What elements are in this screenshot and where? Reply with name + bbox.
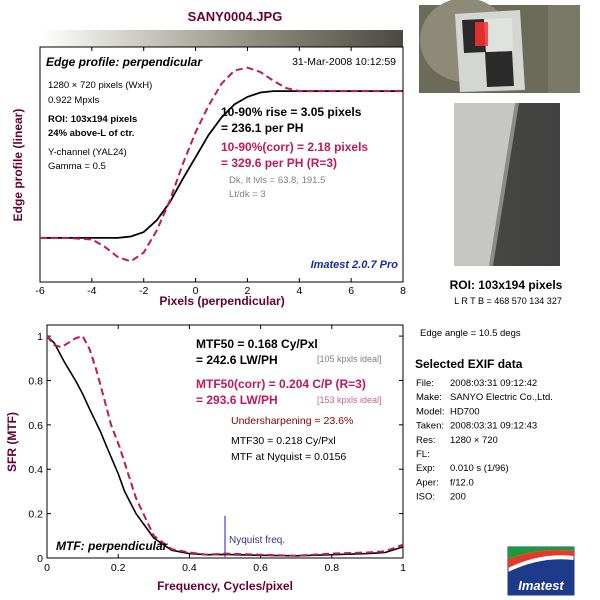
exif-value: f/12.0 bbox=[450, 477, 474, 488]
edge-x-tick-label: 4 bbox=[296, 285, 302, 297]
mtf-y-tick-label: 0.6 bbox=[28, 420, 43, 432]
scene-thumbnail bbox=[419, 0, 580, 93]
exif-key: Make: bbox=[416, 392, 442, 403]
mtf-chart: 0 0.2 0.4 0.6 0.8 1 0 0.2 0.4 0.6 0.8 1 MTF50 = 0.1… bbox=[5, 324, 406, 593]
edge-x-tick-label: 0 bbox=[193, 285, 199, 297]
edge-x-tick-label: -2 bbox=[139, 285, 148, 297]
edge-x-tick-label: 6 bbox=[348, 285, 354, 297]
exif-value: 1280 × 720 bbox=[450, 435, 498, 446]
levels-line: Dk, lt lvls = 63.8, 191.5 bbox=[229, 175, 325, 186]
mtf-x-label: Frequency, Cycles/pixel bbox=[157, 579, 293, 593]
edge-x-tick-label: 8 bbox=[400, 285, 406, 297]
logo-text: Imatest bbox=[518, 578, 564, 593]
mtf-y-tick-label: 0.8 bbox=[28, 375, 43, 387]
exif-key: File: bbox=[416, 378, 434, 389]
corr-line: = 329.6 per PH (R=3) bbox=[221, 156, 337, 170]
mtf-series-corrected bbox=[46, 334, 404, 557]
info-line: 1280 × 720 pixels (WxH) bbox=[48, 80, 152, 91]
mtf-x-tick-label: 1 bbox=[400, 562, 406, 574]
imatest-logo: Imatest bbox=[507, 546, 575, 596]
exif-key: Aper: bbox=[416, 477, 439, 488]
mtf-x-tick-label: 0.4 bbox=[182, 562, 197, 574]
exif-key: Model: bbox=[416, 406, 445, 417]
nyquist-label: Nyquist freq. bbox=[229, 535, 285, 546]
channel-line: Gamma = 0.5 bbox=[48, 161, 106, 172]
levels-line: Lt/dk = 3 bbox=[229, 189, 266, 200]
channel-line: Y-channel (YAL24) bbox=[48, 147, 127, 158]
exif-table: File: 2008:03:31 09:12:42 Make: SANYO Elect… bbox=[416, 378, 553, 503]
mtf50-line: MTF50 = 0.168 Cy/Pxl bbox=[196, 337, 318, 351]
mtf-y-tick-label: 1 bbox=[37, 331, 43, 343]
mtf-y-tick-label: 0 bbox=[37, 553, 43, 565]
mtf50corr-line: = 293.6 LW/PH bbox=[196, 393, 278, 407]
edge-x-label: Pixels (perpendicular) bbox=[159, 294, 284, 308]
mtf-x-tick-label: 0.6 bbox=[253, 562, 268, 574]
edge-panel-title: Edge profile: perpendicular bbox=[46, 55, 203, 69]
exif-value: 0.010 s (1/96) bbox=[450, 463, 509, 474]
file-name: SANY0004.JPG bbox=[188, 9, 283, 24]
roi-line: ROI: 103x194 pixels bbox=[48, 114, 137, 125]
roi-caption: ROI: 103x194 pixels bbox=[450, 278, 563, 292]
exif-key: Taken: bbox=[416, 421, 444, 432]
corr-line: 10-90%(corr) = 2.18 pixels bbox=[221, 140, 368, 154]
undersharpening: Undersharpening = 23.6% bbox=[231, 415, 353, 427]
roi-image bbox=[454, 103, 560, 266]
mtf-y-tick-label: 0.2 bbox=[28, 509, 43, 521]
edge-date: 31-Mar-2008 10:12:59 bbox=[292, 56, 396, 68]
mtf50-line: = 242.6 LW/PH bbox=[196, 353, 278, 367]
rise-line: = 236.1 per PH bbox=[221, 121, 303, 135]
exif-key: FL: bbox=[416, 449, 430, 460]
exif-key: Exp: bbox=[416, 463, 435, 474]
roi-coords: L R T B = 468 570 134 327 bbox=[454, 296, 562, 306]
edge-series-measured bbox=[40, 90, 403, 239]
mtf50-ideal: [105 kpxls ideal] bbox=[317, 354, 382, 364]
mtf-y-label: SFR (MTF) bbox=[5, 412, 19, 472]
exif-value: 2008:03:31 09:12:43 bbox=[450, 421, 537, 432]
edge-profile-chart: -6 -4 -2 0 2 4 6 8 Edge profile: perpendicular … bbox=[11, 46, 406, 308]
edge-x-tick-label: 2 bbox=[245, 285, 251, 297]
mtf-y-tick-label: 0.4 bbox=[28, 464, 43, 476]
exif-key: Res: bbox=[416, 435, 436, 446]
edge-y-label: Edge profile (linear) bbox=[11, 109, 25, 222]
roi-line: 24% above-L of ctr. bbox=[48, 128, 134, 139]
exif-value: HD700 bbox=[450, 406, 480, 417]
edge-x-tick-label: -6 bbox=[35, 285, 44, 297]
exif-value: SANYO Electric Co.,Ltd. bbox=[450, 392, 553, 403]
edge-x-tick-label: -4 bbox=[87, 285, 96, 297]
exif-title: Selected EXIF data bbox=[415, 357, 523, 371]
mtf-nyquist: MTF at Nyquist = 0.0156 bbox=[231, 451, 346, 463]
mtf50corr-line: MTF50(corr) = 0.204 C/P (R=3) bbox=[196, 377, 366, 391]
mtf-panel-label: MTF: perpendicular bbox=[56, 539, 169, 553]
version-label: Imatest 2.0.7 Pro bbox=[311, 259, 399, 271]
mtf50corr-ideal: [153 kpxls ideal] bbox=[317, 395, 382, 405]
gray-strip bbox=[40, 30, 403, 47]
rise-line: 10-90% rise = 3.05 pixels bbox=[221, 105, 362, 119]
edge-angle: Edge angle = 10.5 degs bbox=[420, 328, 521, 339]
mtf-x-tick-label: 0.8 bbox=[324, 562, 339, 574]
exif-value: 200 bbox=[450, 492, 466, 503]
edge-plot-frame bbox=[39, 46, 404, 283]
mtf30: MTF30 = 0.218 Cy/Pxl bbox=[231, 435, 336, 447]
exif-value: 2008:03:31 09:12:42 bbox=[450, 378, 537, 389]
mtf-x-tick-label: 0 bbox=[44, 562, 50, 574]
edge-series-corrected bbox=[40, 66, 403, 263]
info-line: 0.922 Mpxls bbox=[48, 95, 99, 106]
mtf-x-tick-label: 0.2 bbox=[111, 562, 126, 574]
exif-key: ISO: bbox=[416, 492, 435, 503]
